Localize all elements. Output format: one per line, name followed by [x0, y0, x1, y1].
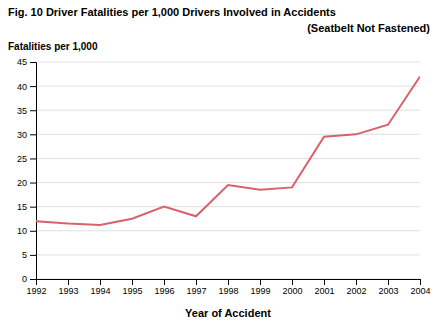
y-tick-label: 0	[22, 274, 27, 284]
grid-line	[36, 182, 420, 183]
x-tick-mark	[196, 279, 197, 285]
x-tick: 1995	[122, 279, 142, 296]
y-tick-mark	[30, 134, 36, 135]
x-tick: 2001	[314, 279, 334, 296]
x-tick-mark	[292, 279, 293, 285]
y-axis-title: Fatalities per 1,000	[8, 41, 98, 52]
subtitle: (Seatbelt Not Fastened)	[307, 22, 430, 34]
x-tick-label: 2000	[282, 286, 302, 296]
x-tick: 1999	[250, 279, 270, 296]
x-tick-mark	[356, 279, 357, 285]
y-tick-mark	[30, 86, 36, 87]
line	[36, 76, 420, 225]
y-tick-label: 45	[17, 57, 27, 67]
grid	[36, 62, 420, 279]
y-tick-mark	[30, 62, 36, 63]
y-tick: 15	[17, 202, 36, 212]
y-tick-label: 5	[22, 250, 27, 260]
title: Fig. 10 Driver Fatalities per 1,000 Driv…	[8, 6, 336, 18]
y-tick-mark	[30, 110, 36, 111]
chart: 1992199319941995199619971998199920002001…	[0, 0, 438, 327]
y-tick: 30	[17, 130, 36, 140]
y-tick-label: 30	[17, 130, 27, 140]
x-tick-mark	[68, 279, 69, 285]
x-tick-mark	[100, 279, 101, 285]
grid-line	[36, 134, 420, 135]
x-tick-mark	[164, 279, 165, 285]
y-tick: 35	[17, 106, 36, 116]
grid-line	[36, 230, 420, 231]
y-tick-label: 15	[17, 202, 27, 212]
x-tick-label: 1992	[26, 286, 46, 296]
grid-line	[36, 86, 420, 87]
y-tick-label: 25	[17, 154, 27, 164]
y-tick: 10	[17, 226, 36, 236]
x-tick: 1998	[218, 279, 238, 296]
y-tick-mark	[30, 183, 36, 184]
x-tick: 2004	[410, 279, 430, 296]
x-tick-mark	[420, 279, 421, 285]
x-tick: 1996	[154, 279, 174, 296]
grid-line	[36, 62, 420, 63]
y-tick-mark	[30, 158, 36, 159]
y-tick-mark	[30, 231, 36, 232]
y-tick: 45	[17, 57, 36, 67]
y-tick-label: 35	[17, 106, 27, 116]
x-tick-label: 2003	[378, 286, 398, 296]
grid-line	[36, 254, 420, 255]
y-tick-mark	[30, 279, 36, 280]
grid-line	[36, 158, 420, 159]
grid-line	[36, 110, 420, 111]
x-tick: 2003	[378, 279, 398, 296]
x-tick: 2000	[282, 279, 302, 296]
x-tick-mark	[132, 279, 133, 285]
y-tick: 40	[17, 81, 36, 91]
y-tick: 0	[22, 274, 36, 284]
x-tick-label: 1995	[122, 286, 142, 296]
grid-line	[36, 206, 420, 207]
y-tick-label: 20	[17, 178, 27, 188]
y-tick-label: 40	[17, 81, 27, 91]
x-tick-mark	[228, 279, 229, 285]
x-tick-label: 1998	[218, 286, 238, 296]
x-tick-label: 1996	[154, 286, 174, 296]
x-tick: 1994	[90, 279, 110, 296]
y-tick: 25	[17, 154, 36, 164]
x-axis-title: Year of Accident	[185, 307, 271, 319]
plot-area	[36, 76, 420, 225]
x-axis-line	[37, 280, 421, 286]
x-tick-label: 1993	[58, 286, 78, 296]
x-tick-label: 2002	[346, 286, 366, 296]
y-axis: 0 5 10 15 20 25 30 35 40 45	[17, 57, 37, 284]
y-tick: 5	[22, 250, 36, 260]
x-tick: 1992	[26, 279, 46, 296]
x-tick-label: 1997	[186, 286, 206, 296]
x-tick-label: 2004	[410, 286, 430, 296]
x-tick-mark	[324, 279, 325, 285]
x-tick: 1997	[186, 279, 206, 296]
x-tick-label: 1994	[90, 286, 110, 296]
x-tick-mark	[260, 279, 261, 285]
x-tick-label: 2001	[314, 286, 334, 296]
y-tick: 20	[17, 178, 36, 188]
y-tick-label: 10	[17, 226, 27, 236]
x-tick-mark	[388, 279, 389, 285]
y-axis-line	[30, 63, 37, 280]
x-tick: 2002	[346, 279, 366, 296]
y-tick-mark	[30, 207, 36, 208]
y-tick-mark	[30, 255, 36, 256]
x-axis: 1992 1993 1994 1995 1996 1997 1998 1999 2000 2001…	[26, 279, 430, 296]
x-tick: 1993	[58, 279, 78, 296]
x-tick-label: 1999	[250, 286, 270, 296]
